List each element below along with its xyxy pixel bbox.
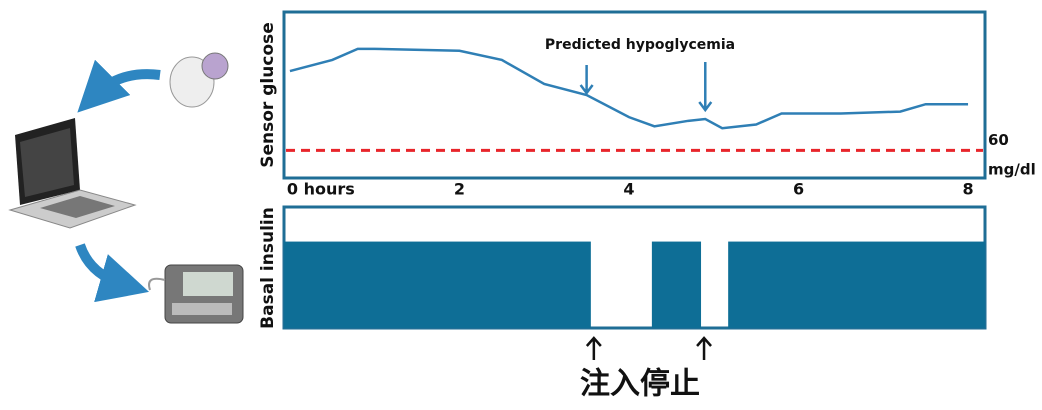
laptop-icon	[10, 118, 135, 228]
figure: Sensor glucose Basal insulin Predicted h…	[0, 0, 1042, 410]
x-tick-label: 4	[623, 180, 634, 199]
x-tick-label: 2	[454, 180, 465, 199]
insulin-bar	[728, 242, 985, 328]
x-tick-label: 0 hours	[287, 180, 355, 199]
insulin-bar	[284, 242, 591, 328]
threshold-label: 60	[988, 131, 1009, 149]
threshold-unit: mg/dl	[988, 161, 1036, 179]
stop-arrow	[587, 338, 601, 360]
annotation-arrow	[581, 65, 593, 93]
y-axis-label: Basal insulin	[258, 207, 278, 329]
annotation: 注入停止	[580, 367, 700, 402]
y-axis-label: Sensor glucose	[258, 22, 278, 167]
x-tick-label: 6	[793, 180, 804, 199]
glucose-line	[290, 49, 968, 128]
x-tick-label: 8	[962, 180, 973, 199]
stop-arrow	[697, 338, 711, 360]
arrow	[95, 74, 160, 95]
arrow	[80, 245, 125, 285]
sensor-icon	[170, 53, 228, 107]
annotation-arrow	[699, 62, 711, 110]
annotation: Predicted hypoglycemia	[545, 37, 735, 53]
pump-icon	[149, 265, 243, 323]
insulin-bar	[652, 242, 701, 328]
